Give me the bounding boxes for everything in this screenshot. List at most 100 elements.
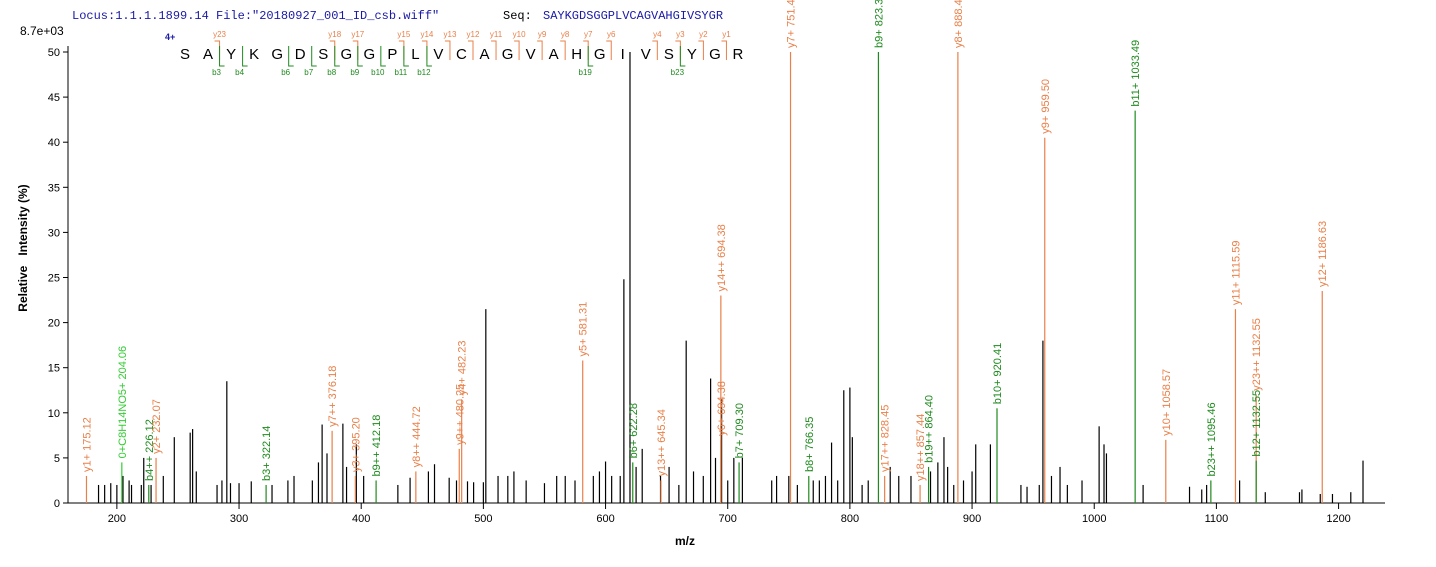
y-tick-label: 40 — [48, 137, 60, 149]
x-axis-label: m/z — [675, 534, 695, 548]
b-ion-bracket — [679, 46, 686, 67]
peak-label: b4++ 226.12 — [144, 419, 156, 481]
y-axis-label: Relative Intensity (%) — [16, 184, 30, 311]
y-ion-label: y23 — [213, 30, 226, 39]
y-ion-bracket — [537, 40, 543, 60]
peak-label: b8+ 766.35 — [804, 417, 816, 472]
peak-label: y23++ 1132.55 — [1251, 318, 1263, 391]
y-ion-bracket — [675, 40, 681, 60]
residue: G — [594, 46, 606, 63]
y-tick-label: 25 — [48, 273, 60, 285]
residue: R — [733, 46, 744, 63]
y-tick-label: 30 — [48, 227, 60, 239]
b-ion-label: b11 — [394, 68, 407, 77]
x-tick-label: 800 — [841, 513, 859, 525]
peak-label: y9++ 480.25 — [454, 384, 466, 445]
b-ion-bracket — [219, 46, 225, 67]
residue: Y — [226, 46, 236, 63]
residue: S — [180, 46, 190, 63]
y-tick-label: 15 — [48, 363, 60, 375]
b-ion-bracket — [334, 46, 340, 67]
y-ion-bracket — [721, 40, 727, 60]
b-ion-label: b6 — [281, 68, 290, 77]
y-ion-label: y3 — [676, 30, 685, 39]
y-ion-bracket — [421, 40, 428, 60]
y-tick-label: 50 — [48, 47, 60, 59]
peak-label: b6+ 622.28 — [628, 403, 640, 458]
peak-label: y7++ 376.18 — [327, 366, 339, 427]
residue: G — [271, 46, 283, 63]
peak-label: y10+ 1058.57 — [1161, 369, 1173, 436]
y-ion-label: y7 — [584, 30, 593, 39]
y-tick-label: 5 — [54, 453, 60, 465]
peak-label: b12+ 1132.55 — [1251, 390, 1263, 457]
scale-label: 8.7e+03 — [20, 24, 64, 38]
x-tick-label: 1200 — [1326, 513, 1350, 525]
b-ion-label: b19 — [579, 68, 593, 77]
x-tick-label: 1100 — [1205, 513, 1229, 525]
b-ion-label: b12 — [417, 68, 431, 77]
peak-label: y8++ 444.72 — [411, 406, 423, 467]
b-ion-bracket — [357, 46, 363, 67]
residue: D — [295, 46, 306, 63]
y-ion-bracket — [329, 40, 336, 60]
peak-label: y14++ 694.38 — [716, 224, 728, 291]
locus: Locus:1.1.1.1899.14 File:"20180927_001_I… — [72, 9, 439, 23]
y-ion-bracket — [214, 40, 221, 60]
y-tick-label: 20 — [48, 318, 60, 330]
residue: A — [480, 46, 490, 63]
peak-label: y5+ 581.31 — [578, 302, 590, 357]
residue: A — [549, 46, 559, 63]
residue: K — [249, 46, 259, 63]
y-tick-label: 0 — [54, 498, 60, 510]
b-ion-bracket — [587, 46, 594, 67]
residue: S — [318, 46, 328, 63]
b-ion-bracket — [426, 46, 432, 67]
y-ion-label: y18 — [328, 30, 341, 39]
residue: V — [641, 46, 651, 63]
peak-label: y12+ 1186.63 — [1317, 221, 1329, 287]
y-ion-bracket — [468, 40, 474, 60]
b-ion-label: b23 — [671, 68, 685, 77]
y-tick-label: 10 — [48, 408, 60, 420]
y-ion-label: y8 — [561, 30, 570, 39]
y-ion-label: y15 — [397, 30, 410, 39]
peak-label: y7+ 751.41 — [786, 0, 798, 48]
y-ion-label: y10 — [513, 30, 526, 39]
y-ion-label: y12 — [467, 30, 480, 39]
peak-label: b10+ 920.41 — [992, 343, 1004, 404]
y-ion-bracket — [698, 40, 704, 60]
residue: G — [363, 46, 375, 63]
y-ion-label: y17 — [351, 30, 364, 39]
residue: Y — [687, 46, 697, 63]
y-ion-label: y14 — [420, 30, 433, 39]
peak-label: y13++ 645.34 — [656, 409, 668, 476]
b-ion-label: b8 — [327, 68, 336, 77]
peak-label: y1+ 175.12 — [81, 417, 93, 472]
b-ion-label: b10 — [371, 68, 385, 77]
y-tick-label: 35 — [48, 182, 60, 194]
y-ion-label: y13 — [444, 30, 457, 39]
residue: G — [709, 46, 721, 63]
peak-label: 0+C8H14NO5+ 204.06 — [117, 346, 129, 459]
y-tick-label: 45 — [48, 92, 60, 104]
y-ion-label: y11 — [490, 30, 503, 39]
b-ion-bracket — [403, 46, 409, 67]
y-ion-label: y4 — [653, 30, 662, 39]
peak-label: b11+ 1033.49 — [1130, 40, 1142, 107]
peak-label: b3+ 322.14 — [261, 426, 273, 481]
peak-label: y17++ 828.45 — [880, 405, 892, 472]
b-ion-bracket — [380, 46, 386, 67]
peak-label: y4+ 482.23 — [457, 341, 469, 396]
y-ion-bracket — [583, 40, 589, 60]
residue: G — [502, 46, 514, 63]
y-ion-bracket — [352, 40, 359, 60]
residue: L — [411, 46, 419, 63]
residue: V — [433, 46, 443, 63]
y-ion-label: y9 — [538, 30, 547, 39]
x-tick-label: 700 — [719, 513, 737, 525]
x-tick-label: 1000 — [1082, 513, 1106, 525]
y-ion-bracket — [491, 40, 497, 60]
y-ion-bracket — [398, 40, 405, 60]
x-tick-label: 600 — [596, 513, 614, 525]
